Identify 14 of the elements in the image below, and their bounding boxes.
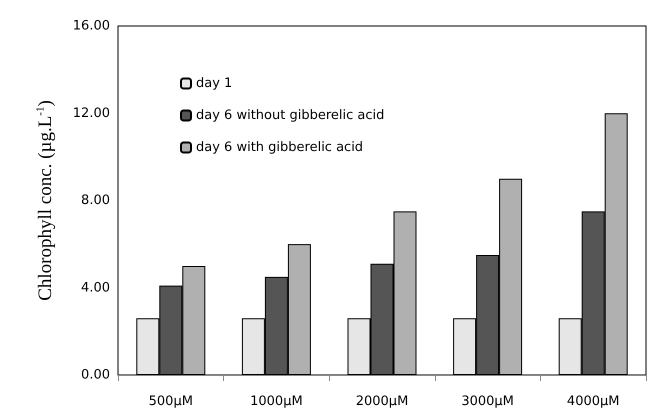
y-axis-title: Chlorophyll conc. (µg.L-1) [34, 100, 56, 301]
x-tick-label: 2000µM [356, 394, 408, 409]
y-tick-label: 12.00 [72, 106, 110, 121]
legend-label: day 1 [196, 76, 232, 91]
x-tick-label: 1000µM [250, 394, 303, 409]
legend-label: day 6 without gibberelic acid [196, 108, 384, 123]
legend-label: day 6 with gibberelic acid [196, 140, 364, 155]
y-tick-label: 0.00 [81, 368, 110, 382]
x-tick-label: 4000µM [566, 394, 620, 409]
y-tick-label: 8.00 [81, 193, 110, 208]
x-tick-label: 3000µM [461, 394, 514, 409]
y-tick-label: 4.00 [81, 280, 110, 296]
y-tick-label: 16.00 [72, 18, 110, 34]
x-tick-label: 500µM [148, 394, 193, 409]
